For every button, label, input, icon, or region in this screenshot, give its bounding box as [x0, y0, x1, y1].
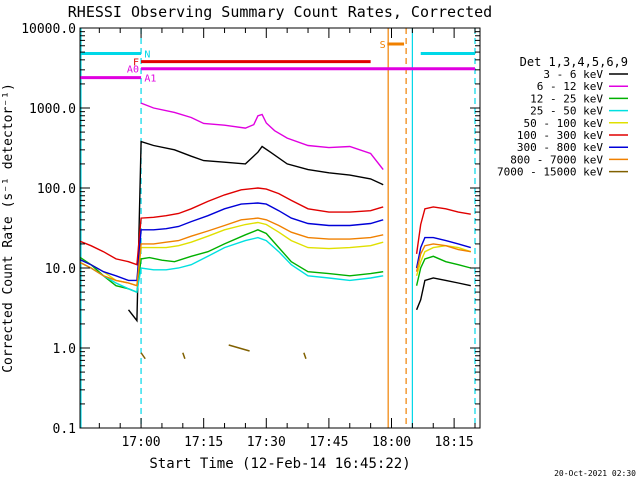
annotation-label: A1	[144, 74, 156, 85]
series-line	[127, 140, 384, 323]
y-tick-label: 10000.0	[21, 22, 76, 37]
plot-frame	[79, 27, 481, 429]
x-tick-label: 17:30	[247, 435, 286, 450]
legend-label: 300 - 800 keV	[517, 141, 603, 154]
legend-title: Det 1,3,4,5,6,9	[520, 55, 628, 69]
series-line	[303, 352, 307, 359]
legend-label: 100 - 300 keV	[517, 129, 603, 142]
annotation-label: N	[144, 50, 150, 61]
y-axis-label: Corrected Count Rate (s⁻¹ detector⁻¹)	[1, 83, 16, 373]
series-line	[80, 236, 384, 294]
annotation-label: F	[133, 58, 139, 69]
legend-label: 50 - 100 keV	[524, 117, 604, 130]
series-line	[182, 352, 186, 359]
series-line	[80, 202, 384, 282]
series-line	[140, 102, 384, 171]
x-axis: 17:00 17:15 17:30 17:45 18:00 18:15	[98, 28, 476, 450]
series-line	[80, 229, 384, 294]
footer-timestamp: 20-Oct-2021 02:30	[554, 469, 636, 478]
x-tick-label: 17:15	[184, 435, 223, 450]
vertical-markers	[80, 28, 476, 428]
y-axis: 10000.0 1000.0 100.0 10.0 1.0 0.1	[21, 22, 480, 437]
series-line	[415, 255, 471, 286]
x-tick-label: 18:00	[372, 435, 411, 450]
series-line	[80, 187, 384, 266]
legend-label: 25 - 50 keV	[530, 105, 603, 118]
series-line	[140, 352, 146, 360]
y-tick-label: 100.0	[37, 182, 76, 197]
x-tick-label: 17:45	[309, 435, 348, 450]
series-line	[228, 344, 250, 352]
chart-title: RHESSI Observing Summary Count Rates, Co…	[68, 3, 492, 21]
x-tick-label: 17:00	[121, 435, 160, 450]
legend-label: 3 - 6 keV	[543, 68, 603, 81]
legend-label: 12 - 25 keV	[530, 92, 603, 105]
y-tick-label: 1.0	[53, 342, 76, 357]
series-lines	[80, 102, 472, 360]
legend-label: 800 - 7000 keV	[510, 153, 603, 166]
x-tick-label: 18:15	[435, 435, 474, 450]
series-line	[415, 236, 471, 269]
series-line	[415, 277, 471, 311]
y-tick-label: 1000.0	[29, 102, 76, 117]
annotation-label: A0	[127, 65, 139, 76]
legend-label: 7000 - 15000 keV	[497, 166, 603, 179]
series-line	[415, 206, 471, 254]
x-axis-label: Start Time (12-Feb-14 16:45:22)	[149, 456, 410, 472]
series-line	[415, 243, 471, 272]
series-line	[80, 221, 384, 287]
y-tick-label: 0.1	[53, 422, 76, 437]
series-line	[80, 217, 384, 287]
y-tick-label: 10.0	[45, 262, 76, 277]
legend-label: 6 - 12 keV	[537, 80, 604, 93]
annotation-label: S	[380, 40, 386, 51]
series-line	[415, 244, 472, 276]
